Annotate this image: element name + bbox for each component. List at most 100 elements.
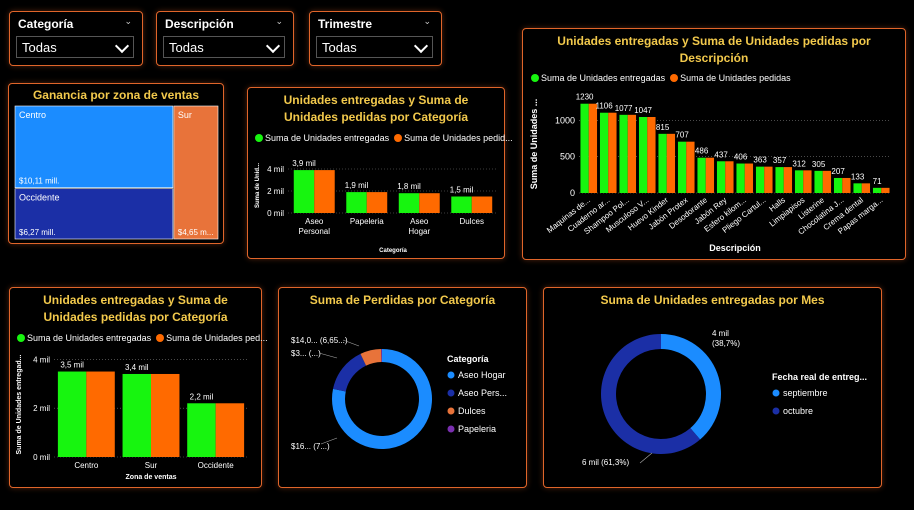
bar-pedidas	[366, 192, 388, 213]
slicer-descripcion[interactable]: Descripción ⌄ Todas	[156, 11, 294, 66]
donut-slice	[333, 353, 367, 392]
x-tick-label: Centro	[74, 461, 99, 470]
data-label: 207	[831, 167, 845, 176]
data-label: 3,9 mil	[292, 159, 316, 168]
bar-pedidas	[861, 183, 871, 193]
slicer-label: Descripción	[165, 17, 234, 31]
legend-pedidas: Suma de Unidades pedidas	[680, 73, 791, 83]
y-tick-label: 500	[560, 152, 575, 162]
treemap-cell-value: $4,65 m...	[178, 228, 214, 237]
bar-pedidas	[705, 157, 715, 193]
chart-title: Suma de Unidades entregadas por Mes	[600, 293, 825, 307]
y-tick-label: 2 mil	[267, 187, 284, 196]
x-tick-label: Aseo	[410, 217, 429, 226]
legend-item: septiembre	[783, 388, 828, 398]
donut-slice	[601, 334, 701, 454]
bar-entregadas	[580, 103, 589, 193]
data-label: 2,2 mil	[190, 392, 214, 401]
legend-entregadas: Suma de Unidades entregadas	[27, 333, 152, 343]
slicer-trimestre[interactable]: Trimestre ⌄ Todas	[309, 11, 442, 66]
treemap[interactable]: Centro $10,11 mill. Occidente $6,27 mill. Su…	[9, 84, 225, 245]
bar-entregadas	[755, 166, 765, 193]
chart-card-descripcion: Unidades entregadas y Suma de Unidades p…	[522, 28, 906, 260]
x-tick-label: Personal	[298, 227, 330, 236]
bar-chart-zona[interactable]: 0 mil 2 mil 4 mil 3,5 mil Centro 3,4 mil Sur 2,…	[10, 288, 263, 489]
data-label: 707	[675, 131, 689, 140]
bar-entregadas	[122, 373, 151, 457]
donut-chart-mes[interactable]: 4 mil(38,7%) 6 mil (61,3%) Fecha real de e…	[544, 288, 883, 489]
bar-pedidas	[86, 371, 115, 457]
bar-entregadas	[619, 114, 628, 193]
legend-item: Papeleria	[458, 424, 496, 434]
data-label: 406	[734, 153, 748, 162]
y-tick-label: 1000	[555, 115, 575, 125]
y-tick-label: 4 mil	[267, 165, 284, 174]
data-label: 71	[873, 177, 882, 186]
categoria-dropdown[interactable]: Todas	[16, 36, 134, 58]
chevron-down-icon[interactable]: ⌄	[275, 16, 283, 26]
legend-dot	[17, 334, 25, 342]
legend-title: Categoría	[447, 354, 490, 364]
bar-entregadas	[57, 371, 87, 457]
y-tick-label: 4 mil	[33, 355, 50, 364]
bar-pedidas	[608, 112, 617, 193]
chevron-down-icon	[265, 38, 281, 54]
bar-pedidas	[686, 141, 695, 193]
bar-entregadas	[293, 170, 315, 213]
y-axis-title: Suma de Unidades ...	[529, 99, 539, 190]
bar-entregadas	[677, 141, 687, 193]
bar-entregadas	[775, 167, 784, 193]
chevron-down-icon[interactable]: ⌄	[423, 16, 431, 26]
bar-entregadas	[658, 133, 667, 193]
chevron-down-icon[interactable]: ⌄	[124, 16, 132, 26]
chart-legend: Suma de Unidades entregadas Suma de Unid…	[531, 73, 791, 83]
treemap-cell-sur	[173, 105, 219, 240]
data-label: 437	[714, 150, 728, 159]
data-label: 1,8 mil	[397, 182, 421, 191]
chart-title: Unidades entregadas y Suma de Unidades p…	[283, 93, 469, 124]
donut-slice	[661, 334, 721, 440]
legend-entregadas: Suma de Unidades entregadas	[541, 73, 666, 83]
bar-entregadas	[833, 177, 843, 193]
descripcion-dropdown[interactable]: Todas	[163, 36, 285, 58]
bar-pedidas	[803, 170, 812, 193]
legend-dot	[447, 371, 455, 379]
legend-entregadas: Suma de Unidades entregadas	[265, 133, 390, 143]
chart-title: Suma de Perdidas por Categoría	[309, 293, 496, 307]
bar-entregadas	[187, 403, 216, 457]
data-label: 1077	[615, 104, 633, 113]
legend-dot	[447, 425, 455, 433]
donut-data-label: $16... (7...)	[291, 442, 330, 451]
y-axis-title: Suma de Unidades entregad...	[16, 354, 23, 454]
chart-title: Unidades entregadas y Suma de Unidades p…	[557, 34, 871, 65]
bar-entregadas	[346, 192, 367, 213]
bar-entregadas	[872, 187, 882, 193]
x-tick-label: Occidente	[198, 461, 235, 470]
bar-pedidas	[725, 161, 734, 193]
bar-pedidas	[314, 170, 335, 213]
data-label: 305	[812, 160, 826, 169]
treemap-cell-name: Centro	[19, 110, 46, 120]
x-tick-label: Sur	[145, 461, 158, 470]
chart-title: Unidades entregadas y Suma de Unidades p…	[43, 293, 228, 324]
donut-chart-perdidas[interactable]: $16... (7...) $3... (...) $14,0... (6,65..…	[279, 288, 528, 489]
treemap-cell-occidente	[14, 188, 174, 240]
bar-pedidas	[419, 193, 440, 213]
treemap-title: Ganancia por zona de ventas	[32, 88, 200, 102]
y-tick-label: 0	[570, 188, 575, 198]
legend-item: Aseo Hogar	[458, 370, 506, 380]
chart-card-perdidas: Suma de Perdidas por Categoría $16... (7…	[278, 287, 527, 488]
legend-dot	[670, 74, 679, 82]
bar-entregadas	[853, 183, 862, 193]
dropdown-value: Todas	[22, 40, 57, 55]
trimestre-dropdown[interactable]: Todas	[316, 36, 433, 58]
dropdown-value: Todas	[322, 40, 357, 55]
bar-pedidas	[842, 177, 851, 193]
donut-slice	[381, 349, 382, 363]
leader-line	[639, 452, 653, 464]
bar-pedidas	[471, 196, 493, 213]
legend-dot	[255, 134, 263, 142]
slicer-categoria[interactable]: Categoría ⌄ Todas	[9, 11, 143, 66]
